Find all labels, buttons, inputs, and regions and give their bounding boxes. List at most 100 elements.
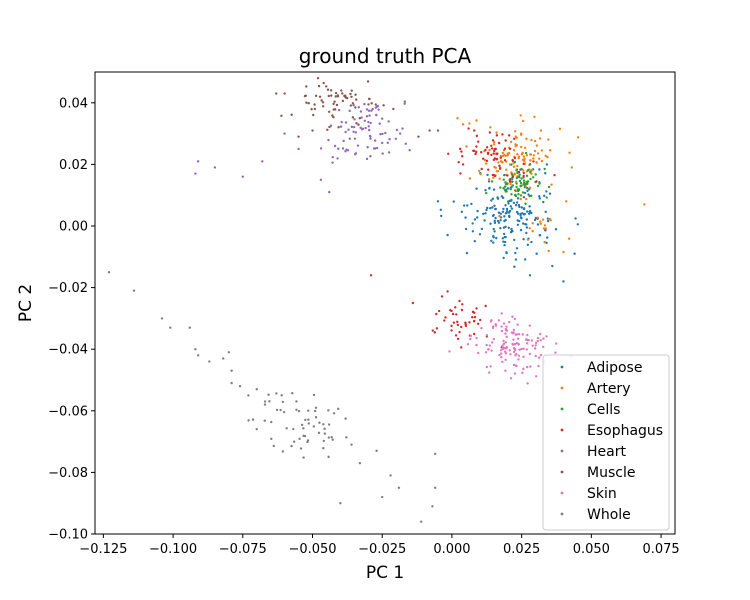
data-point <box>473 149 476 152</box>
data-point <box>489 126 492 129</box>
data-point <box>484 189 487 192</box>
data-point <box>485 334 489 337</box>
data-point <box>487 178 491 181</box>
data-point <box>471 316 474 319</box>
plot-area <box>94 71 676 535</box>
data-point <box>492 176 495 179</box>
data-point <box>499 219 502 222</box>
data-point <box>435 312 438 316</box>
data-point <box>526 243 530 247</box>
data-point <box>514 258 518 261</box>
data-point <box>478 318 482 322</box>
data-point <box>322 81 325 85</box>
x-tick-label: 0.025 <box>503 542 540 557</box>
data-point <box>476 322 480 325</box>
data-point <box>513 160 517 164</box>
data-point <box>366 80 370 83</box>
data-point <box>518 348 521 351</box>
data-point <box>550 183 553 186</box>
data-point <box>473 129 476 132</box>
data-point <box>471 222 474 225</box>
data-point <box>517 342 520 346</box>
data-point <box>323 432 327 435</box>
data-point <box>457 160 460 164</box>
data-point <box>337 126 340 129</box>
data-point <box>522 174 525 178</box>
data-point <box>470 202 473 206</box>
data-point <box>471 230 475 233</box>
data-point <box>461 303 464 306</box>
data-point <box>513 156 517 160</box>
x-tick-label: 0.000 <box>433 542 470 557</box>
data-point <box>520 177 523 180</box>
data-point <box>431 329 434 332</box>
data-point <box>493 221 497 225</box>
data-point <box>532 176 535 179</box>
data-point <box>501 133 504 136</box>
data-point <box>452 200 455 203</box>
data-point <box>502 240 505 243</box>
data-point <box>452 321 456 324</box>
x-axis-label: PC 1 <box>366 563 404 583</box>
data-point <box>431 505 434 508</box>
legend-marker <box>560 428 564 432</box>
data-point <box>525 342 529 345</box>
data-point <box>312 393 316 397</box>
data-point <box>521 191 525 194</box>
data-point <box>494 207 498 211</box>
data-point <box>486 152 490 155</box>
data-point <box>504 181 507 184</box>
data-point <box>529 153 532 156</box>
data-point <box>353 118 356 121</box>
data-point <box>456 117 459 120</box>
data-point <box>333 144 337 148</box>
data-point <box>487 168 490 171</box>
data-point <box>519 216 523 219</box>
data-point <box>508 209 512 213</box>
series-muscle <box>275 76 440 138</box>
data-point <box>464 216 467 219</box>
data-point <box>547 138 550 141</box>
data-point <box>568 151 571 154</box>
data-point <box>479 172 482 176</box>
data-point <box>447 152 450 155</box>
data-point <box>503 243 506 247</box>
data-point <box>520 347 523 351</box>
data-point <box>500 356 503 359</box>
legend-label: Whole <box>587 507 631 523</box>
data-point <box>519 181 523 185</box>
data-point <box>576 136 580 139</box>
data-point <box>546 219 550 223</box>
data-point <box>456 323 460 327</box>
data-point <box>255 388 258 391</box>
data-point <box>280 394 283 397</box>
data-point <box>436 129 440 132</box>
data-point <box>327 423 331 426</box>
data-point <box>517 192 520 196</box>
data-point <box>389 474 392 477</box>
data-point <box>490 199 493 202</box>
data-point <box>332 412 336 415</box>
y-axis-label: PC 2 <box>16 284 36 322</box>
data-point <box>545 196 548 199</box>
data-point <box>511 175 515 178</box>
data-point <box>524 182 527 186</box>
data-point <box>512 350 516 354</box>
data-point <box>501 346 505 349</box>
data-point <box>443 319 446 322</box>
data-point <box>314 416 318 419</box>
data-point <box>227 351 231 354</box>
data-point <box>459 172 462 175</box>
data-point <box>528 226 531 230</box>
y-tick-label: 0.04 <box>59 96 88 111</box>
data-point <box>536 184 540 188</box>
data-point <box>517 354 521 357</box>
data-point <box>499 160 503 163</box>
data-point <box>503 240 507 244</box>
data-point <box>498 141 501 145</box>
data-point <box>387 120 390 123</box>
data-point <box>514 130 517 133</box>
data-point <box>525 226 529 229</box>
data-point <box>450 309 453 313</box>
data-point <box>369 135 372 138</box>
